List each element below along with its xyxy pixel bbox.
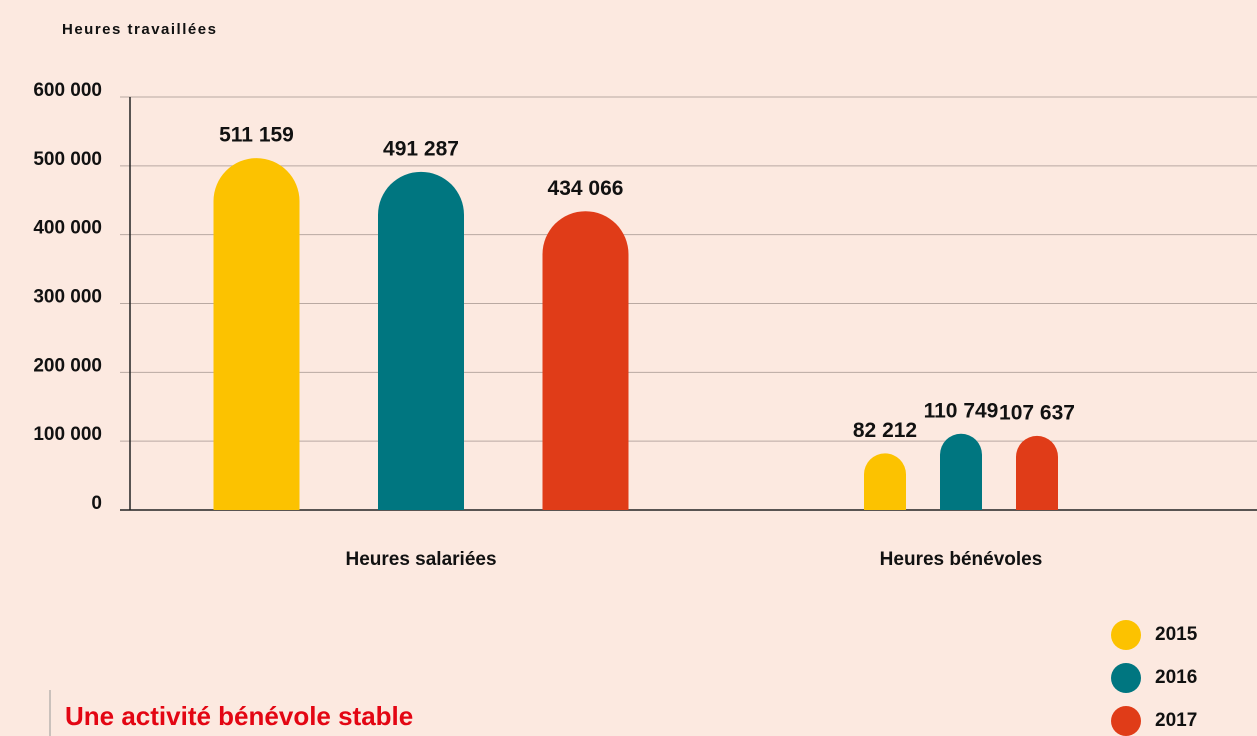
value-label: 434 066 [548, 177, 624, 200]
x-tick-label: Heures bénévoles [880, 549, 1043, 570]
bar [213, 158, 300, 510]
annotation: Une activité bénévole stable [65, 701, 413, 731]
value-label: 110 749 [924, 399, 999, 422]
bar [1016, 435, 1058, 510]
bar [542, 211, 629, 511]
y-tick-label: 400 000 [33, 218, 102, 239]
bar [940, 433, 982, 510]
legend-swatch [1111, 663, 1141, 693]
y-tick-label: 600 000 [33, 80, 102, 101]
y-tick-label: 100 000 [33, 424, 102, 445]
legend-swatch [1111, 706, 1141, 736]
chart-title: Heures travaillées [62, 21, 217, 38]
y-tick-label: 200 000 [33, 355, 102, 376]
y-tick-label: 300 000 [33, 287, 102, 308]
value-label: 107 637 [999, 401, 1075, 424]
value-label: 82 212 [853, 419, 917, 442]
legend-label: 2015 [1155, 624, 1198, 645]
legend-swatch [1111, 620, 1141, 650]
x-tick-label: Heures salariées [345, 549, 496, 570]
bar [378, 171, 465, 510]
legend-label: 2016 [1155, 667, 1197, 688]
y-tick-label: 0 [91, 493, 102, 514]
y-tick-label: 500 000 [33, 149, 102, 170]
legend-label: 2017 [1155, 710, 1197, 731]
value-label: 511 159 [219, 124, 294, 147]
bar [864, 453, 906, 510]
value-label: 491 287 [383, 137, 459, 160]
